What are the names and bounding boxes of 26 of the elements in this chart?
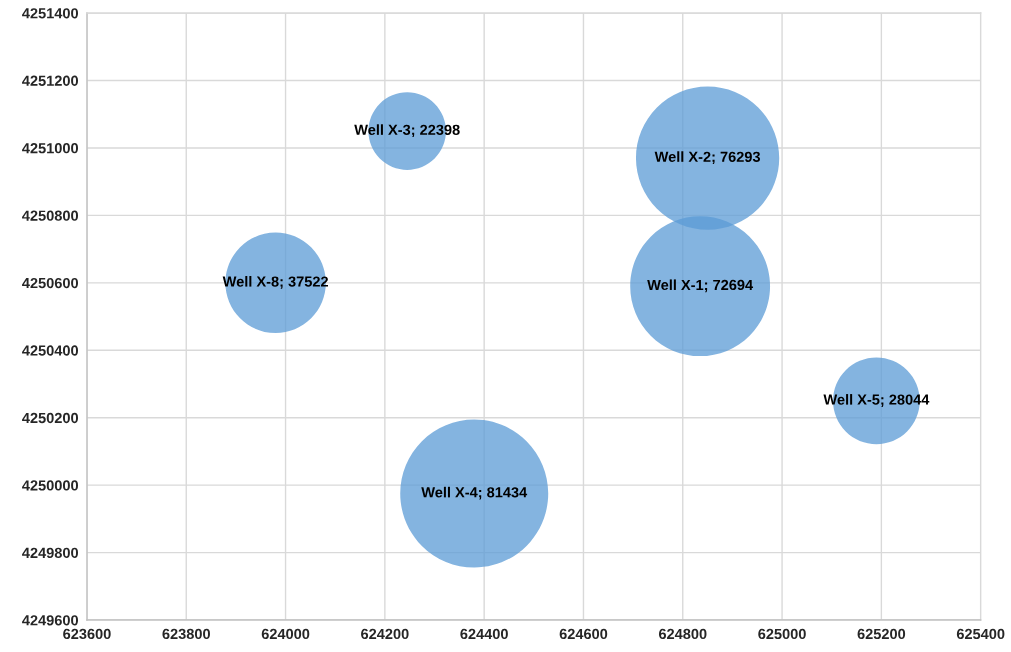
x-tick-label: 624800 — [658, 628, 707, 640]
x-tick-label: 624600 — [559, 628, 608, 640]
data-label: Well X-8; 37522 — [222, 276, 329, 289]
x-tick-label: 624200 — [361, 628, 409, 640]
data-label: Well X-3; 22398 — [354, 124, 460, 138]
y-tick-label: 4249600 — [22, 615, 79, 626]
data-label: Well X-2; 76293 — [654, 151, 761, 165]
x-tick-label: 623600 — [63, 628, 111, 640]
x-tick-label: 624400 — [460, 628, 508, 640]
data-label: Well X-1; 72694 — [647, 279, 754, 293]
y-tick-label: 4251400 — [22, 8, 79, 19]
y-tick-label: 4251000 — [22, 143, 79, 154]
x-tick-label: 623800 — [162, 628, 210, 640]
y-tick-label: 4250800 — [22, 210, 79, 221]
y-tick-label: 4250000 — [22, 480, 79, 491]
data-label: Well X-4; 81434 — [421, 486, 528, 500]
y-tick-label: 4250600 — [22, 277, 79, 289]
y-tick-label: 4249800 — [22, 547, 79, 559]
y-tick-label: 4250400 — [22, 345, 79, 356]
data-label: Well X-5; 28044 — [823, 394, 930, 407]
y-tick-label: 4250200 — [22, 412, 79, 424]
x-tick-label: 624000 — [261, 628, 310, 640]
x-tick-label: 625200 — [857, 628, 906, 640]
x-tick-label: 625400 — [956, 628, 1005, 640]
x-tick-label: 625000 — [758, 628, 806, 640]
y-tick-label: 4251200 — [22, 75, 79, 86]
